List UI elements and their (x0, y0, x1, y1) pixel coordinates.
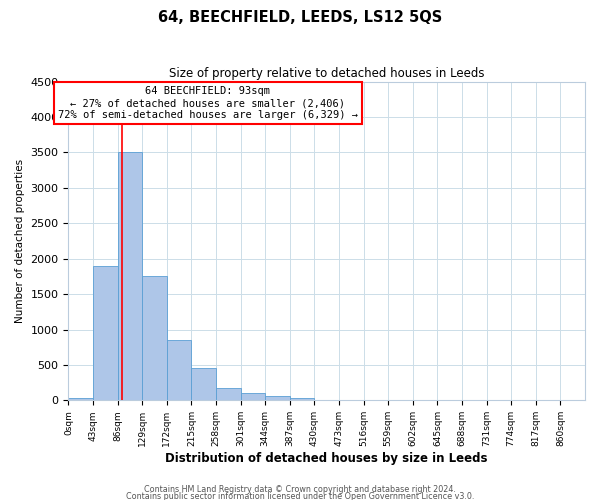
Bar (265, 396, 290, 400)
Bar (191, 368, 216, 400)
Text: Contains HM Land Registry data © Crown copyright and database right 2024.: Contains HM Land Registry data © Crown c… (144, 486, 456, 494)
Bar (93, 266, 118, 400)
Text: 64, BEECHFIELD, LEEDS, LS12 5QS: 64, BEECHFIELD, LEEDS, LS12 5QS (158, 10, 442, 25)
Bar (68, 398, 93, 400)
Bar (118, 152, 142, 400)
Y-axis label: Number of detached properties: Number of detached properties (15, 159, 25, 323)
Text: 64 BEECHFIELD: 93sqm
← 27% of detached houses are smaller (2,406)
72% of semi-de: 64 BEECHFIELD: 93sqm ← 27% of detached h… (58, 86, 358, 120)
Bar (241, 394, 265, 400)
X-axis label: Distribution of detached houses by size in Leeds: Distribution of detached houses by size … (166, 452, 488, 465)
Bar (290, 398, 314, 400)
Bar (142, 276, 167, 400)
Text: Contains public sector information licensed under the Open Government Licence v3: Contains public sector information licen… (126, 492, 474, 500)
Bar (216, 388, 241, 400)
Title: Size of property relative to detached houses in Leeds: Size of property relative to detached ho… (169, 68, 484, 80)
Bar (167, 340, 191, 400)
